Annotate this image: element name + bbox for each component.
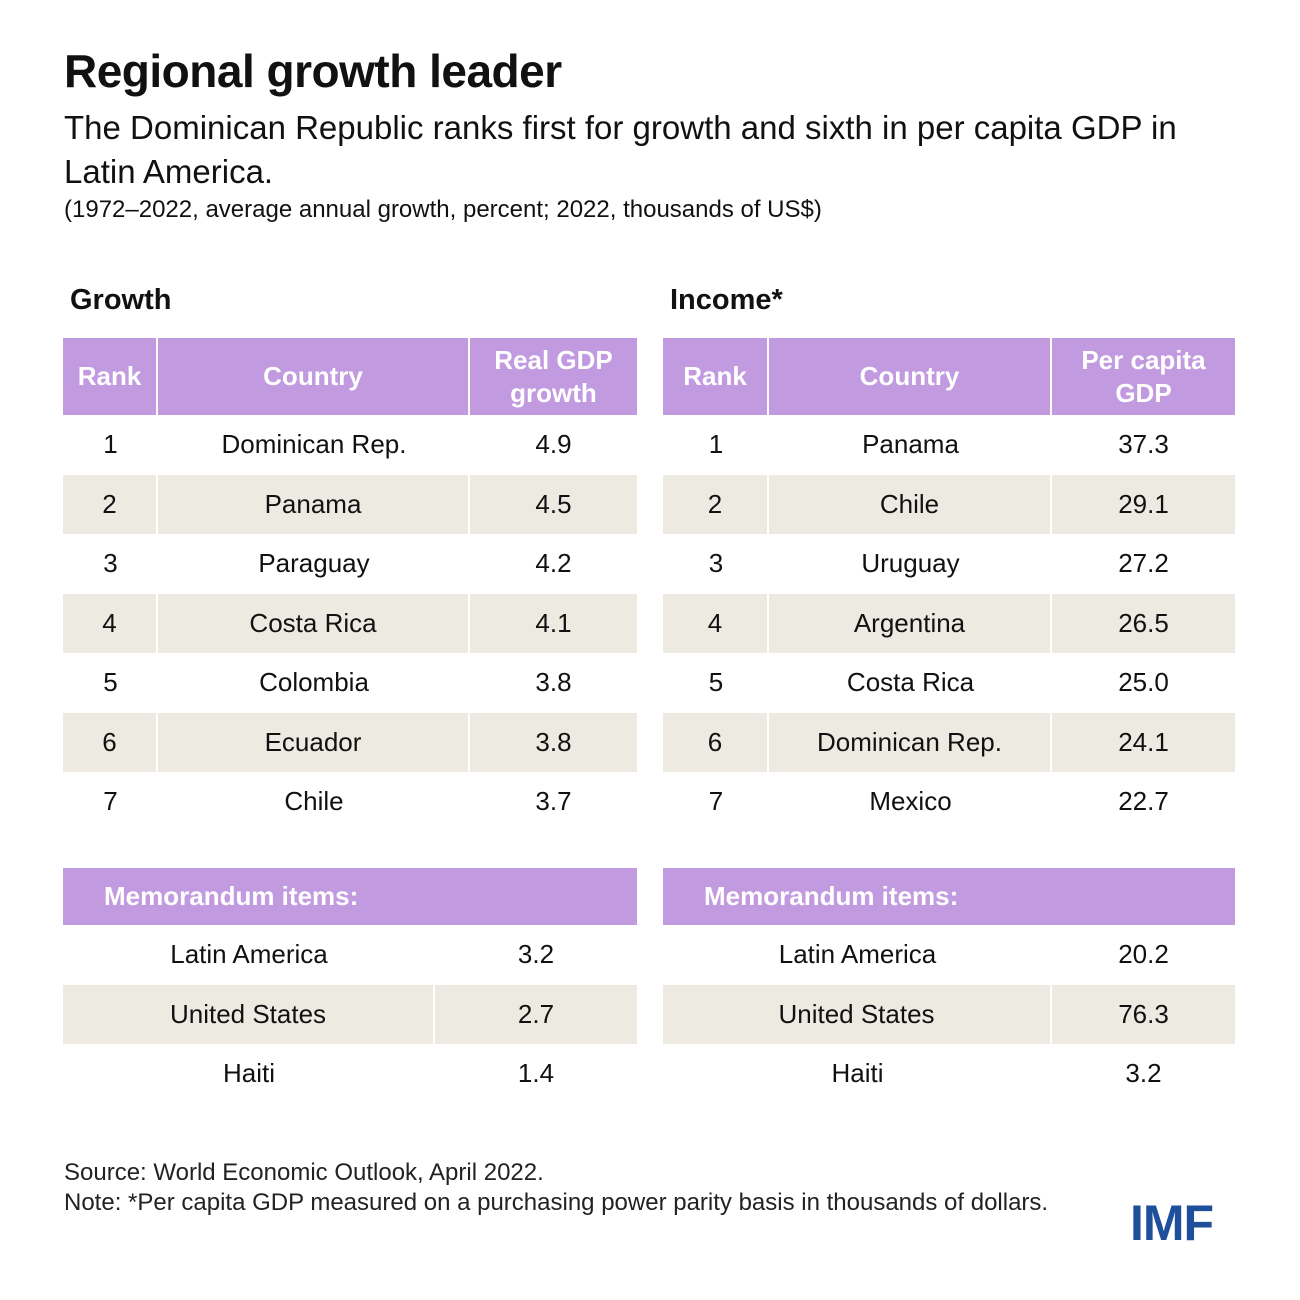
memo-label-cell: Haiti: [222, 1058, 275, 1089]
income-memo-header: Memorandum items:: [663, 868, 1235, 925]
growth-memo-table: Latin America 3.2 United States 2.7 Hait…: [63, 925, 637, 1104]
memo-value-cell: 76.3: [1052, 984, 1235, 1044]
income-section-title: Income*: [670, 284, 783, 316]
source-note: Source: World Economic Outlook, April 20…: [64, 1158, 1064, 1218]
country-cell: Argentina: [769, 593, 1052, 653]
income-memo-table: Latin America 20.2 United States 76.3 Ha…: [663, 925, 1235, 1104]
source-text: Source: World Economic Outlook, April 20…: [64, 1159, 544, 1186]
table-row: 2 Panama 4.5: [63, 474, 637, 534]
table-row: 4 Costa Rica 4.1: [63, 593, 637, 653]
value-cell: 4.2: [535, 548, 572, 579]
memo-row: Latin America 20.2: [663, 925, 1235, 985]
country-cell: Colombia: [259, 667, 369, 698]
growth-col-value: Real GDP growth: [470, 338, 637, 415]
memo-row: United States 2.7: [63, 984, 637, 1044]
memo-value-cell: 2.7: [435, 984, 637, 1044]
memo-value-cell: 3.2: [517, 939, 555, 970]
country-cell: Paraguay: [258, 548, 370, 579]
value-cell: 4.1: [470, 593, 637, 653]
value-cell: 22.7: [1118, 786, 1169, 817]
growth-memo-header: Memorandum items:: [63, 868, 637, 925]
value-cell: 27.2: [1118, 548, 1169, 579]
growth-header-row: Rank Country Real GDP growth: [63, 338, 637, 415]
value-cell: 3.7: [535, 786, 572, 817]
table-row: 5 Colombia 3.8: [63, 653, 637, 713]
rank-cell: 2: [663, 474, 769, 534]
table-row: 4 Argentina 26.5: [663, 593, 1235, 653]
value-cell: 25.0: [1118, 667, 1169, 698]
footnote-text: Note: *Per capita GDP measured on a purc…: [64, 1189, 1049, 1216]
income-col-value: Per capita GDP: [1052, 338, 1235, 415]
memo-value-cell: 20.2: [1118, 939, 1169, 970]
rank-cell: 3: [708, 548, 724, 579]
memo-value-cell: 3.2: [1125, 1058, 1162, 1089]
table-row: 3 Uruguay 27.2: [663, 534, 1235, 594]
value-cell: 4.9: [535, 429, 572, 460]
rank-cell: 7: [708, 786, 724, 817]
growth-col-rank: Rank: [63, 338, 158, 415]
value-cell: 4.5: [470, 474, 637, 534]
rank-cell: 7: [103, 786, 118, 817]
memo-label-cell: United States: [63, 984, 435, 1044]
chart-subtitle: The Dominican Republic ranks first for g…: [64, 109, 1177, 190]
rank-cell: 4: [663, 593, 769, 653]
country-cell: Mexico: [869, 786, 952, 817]
rank-cell: 6: [63, 712, 158, 772]
rank-cell: 1: [708, 429, 724, 460]
country-cell: Uruguay: [861, 548, 960, 579]
rank-cell: 5: [103, 667, 118, 698]
imf-logo: IMF: [1130, 1195, 1214, 1251]
growth-col-country: Country: [158, 338, 470, 415]
table-row: 7 Chile 3.7: [63, 772, 637, 832]
income-header-row: Rank Country Per capita GDP: [663, 338, 1235, 415]
table-row: 6 Dominican Rep. 24.1: [663, 712, 1235, 772]
income-col-country: Country: [769, 338, 1052, 415]
table-row: 6 Ecuador 3.8: [63, 712, 637, 772]
income-col-rank: Rank: [663, 338, 769, 415]
country-cell: Costa Rica: [158, 593, 470, 653]
value-cell: 26.5: [1052, 593, 1235, 653]
table-row: 2 Chile 29.1: [663, 474, 1235, 534]
growth-table: Rank Country Real GDP growth 1 Dominican…: [63, 338, 637, 832]
country-cell: Panama: [158, 474, 470, 534]
rank-cell: 1: [103, 429, 118, 460]
table-row: 3 Paraguay 4.2: [63, 534, 637, 594]
chart-title: Regional growth leader: [64, 45, 562, 97]
memo-value-cell: 1.4: [517, 1058, 555, 1089]
table-row: 5 Costa Rica 25.0: [663, 653, 1235, 713]
income-table: Rank Country Per capita GDP 1 Panama 37.…: [663, 338, 1235, 832]
country-cell: Costa Rica: [846, 667, 975, 698]
rank-cell: 2: [63, 474, 158, 534]
table-row: 1 Dominican Rep. 4.9: [63, 415, 637, 475]
table-row: 1 Panama 37.3: [663, 415, 1235, 475]
value-cell: 3.8: [470, 712, 637, 772]
growth-section-title: Growth: [70, 284, 172, 316]
country-cell: Dominican Rep.: [769, 712, 1052, 772]
rank-cell: 3: [103, 548, 118, 579]
memo-row: Haiti 1.4: [63, 1044, 637, 1104]
memo-label-cell: Latin America: [778, 939, 937, 970]
rank-cell: 5: [708, 667, 724, 698]
units-note: (1972–2022, average annual growth, perce…: [64, 196, 822, 223]
country-cell: Chile: [769, 474, 1052, 534]
memo-label-cell: Haiti: [831, 1058, 884, 1089]
value-cell: 37.3: [1118, 429, 1169, 460]
table-row: 7 Mexico 22.7: [663, 772, 1235, 832]
value-cell: 3.8: [535, 667, 572, 698]
rank-cell: 6: [663, 712, 769, 772]
country-cell: Chile: [284, 786, 344, 817]
memo-label-cell: United States: [663, 984, 1052, 1044]
country-cell: Dominican Rep.: [221, 429, 407, 460]
memo-label-cell: Latin America: [170, 939, 328, 970]
country-cell: Ecuador: [158, 712, 470, 772]
value-cell: 29.1: [1052, 474, 1235, 534]
memo-row: Haiti 3.2: [663, 1044, 1235, 1104]
rank-cell: 4: [63, 593, 158, 653]
country-cell: Panama: [862, 429, 959, 460]
memo-row: United States 76.3: [663, 984, 1235, 1044]
memo-row: Latin America 3.2: [63, 925, 637, 985]
value-cell: 24.1: [1052, 712, 1235, 772]
